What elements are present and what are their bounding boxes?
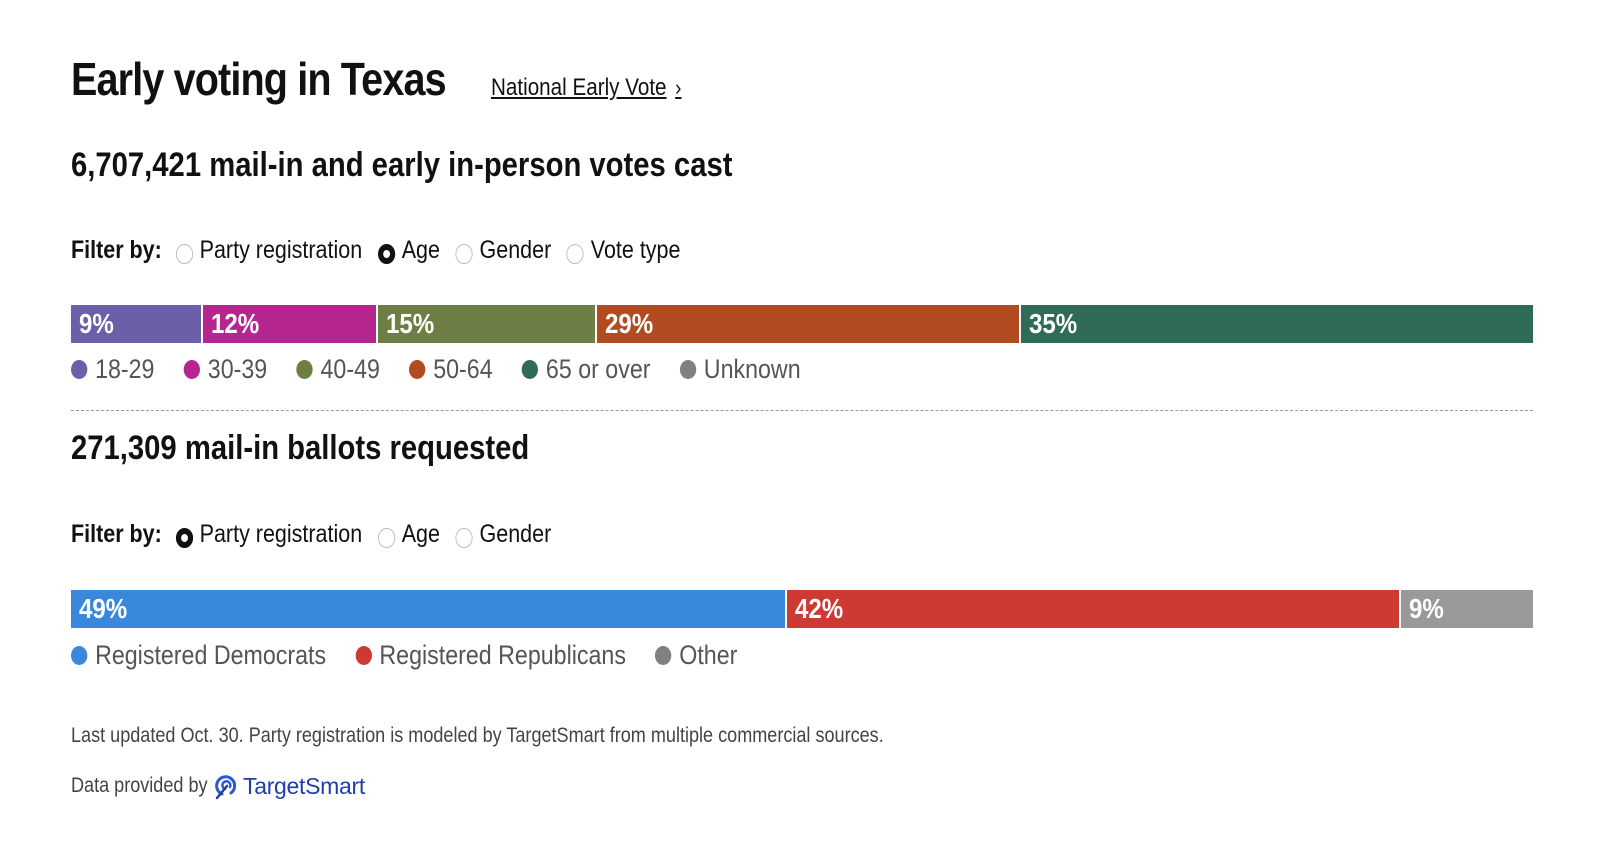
filter-option-party[interactable]: Party registration [175,236,363,265]
chevron-right-icon: › [674,75,682,100]
filter-option-label: Party registration [199,520,363,548]
bar-data-label: 12% [210,308,259,339]
legend-label: Unknown [703,354,801,384]
age-stacked-bar: 9% 12% 15% 29% 35% [71,305,1533,343]
page-title: Early voting in Texas [71,53,447,105]
filter-option-age[interactable]: Age [377,236,440,265]
bar-data-label: 29% [605,308,654,339]
legend-label: Other [679,640,738,670]
legend-item-other: Other [655,640,737,671]
targetsmart-logo-text: TargetSmart [243,772,365,799]
legend-dot [355,646,372,665]
bar-segment-50-64: 29% [597,305,1022,343]
legend-label: 30-39 [207,354,268,384]
filter-option-label: Gender [479,236,552,264]
radio-button-selected[interactable] [175,527,193,548]
filter-option-label: Age [401,236,440,264]
bar-data-label: 49% [79,593,128,624]
legend-dot [409,360,426,379]
legend-label: 50-64 [433,354,493,384]
national-early-vote-link[interactable]: National Early Vote › [491,74,681,102]
bar-segment-40-49: 15% [378,305,598,343]
ballots-requested-headline: 271,309 mail-in ballots requested [71,429,529,468]
radio-button[interactable] [455,243,473,264]
radio-button[interactable] [377,527,395,548]
bar-segment-registered-republicans: 42% [787,590,1402,628]
title-row: Early voting in Texas National Early Vot… [71,52,712,106]
filter-option-label: Gender [479,520,552,548]
legend-item-unknown: Unknown [679,354,801,385]
legend-dot [71,360,88,379]
filter-label: Filter by: [71,520,162,548]
legend-item-republicans: Registered Republicans [355,640,626,671]
legend-item-40-49: 40-49 [296,354,380,385]
section-divider [71,410,1533,411]
legend-item-30-39: 30-39 [183,354,268,385]
legend-label: 65 or over [545,354,651,384]
age-legend: 18-29 30-39 40-49 50-64 65 or over Unkno… [71,354,830,385]
targetsmart-logo-icon [215,775,237,800]
votes-cast-headline: 6,707,421 mail-in and early in-person vo… [71,146,732,185]
filter-option-party[interactable]: Party registration [175,520,363,549]
bar-segment-other: 9% [1401,590,1533,628]
bar-segment-30-39: 12% [202,305,379,343]
legend-label: Registered Democrats [95,640,327,670]
legend-dot [71,646,88,665]
legend-label: 18-29 [95,354,155,384]
filter-option-gender[interactable]: Gender [455,236,551,265]
bar-data-label: 42% [795,593,844,624]
national-early-vote-label: National Early Vote [490,74,667,101]
provided-by-label: Data provided by [71,774,208,797]
votes-cast-count: 6,707,421 [71,146,202,184]
filter-option-vote-type[interactable]: Vote type [566,236,681,265]
ballots-requested-filter: Filter by: Party registration Age Gender [71,520,567,549]
filter-option-age[interactable]: Age [377,520,440,549]
legend-item-50-64: 50-64 [409,354,493,385]
radio-button-selected[interactable] [377,243,395,264]
radio-button[interactable] [175,243,193,264]
bar-data-label: 15% [386,308,435,339]
filter-option-gender[interactable]: Gender [455,520,551,549]
filter-option-label: Age [401,520,440,548]
legend-item-democrats: Registered Democrats [71,640,326,671]
votes-cast-text: mail-in and early in-person votes cast [209,146,733,184]
filter-label: Filter by: [71,236,162,264]
ballots-requested-text: mail-in ballots requested [184,429,530,467]
footnote: Last updated Oct. 30. Party registration… [71,724,884,747]
votes-cast-filter: Filter by: Party registration Age Gender… [71,236,696,265]
data-provided-by: Data provided by TargetSmart [71,772,365,800]
bar-segment-registered-democrats: 49% [71,590,788,628]
legend-label: Registered Republicans [379,640,626,670]
legend-dot [183,360,201,379]
bar-data-label: 9% [79,308,114,339]
ballots-requested-count: 271,309 [71,429,177,467]
targetsmart-logo: TargetSmart [213,772,365,800]
bar-data-label: 9% [1409,593,1445,624]
bar-data-label: 35% [1029,308,1078,339]
legend-dot [655,646,672,665]
filter-option-label: Party registration [199,236,363,264]
party-stacked-bar: 49% 42% 9% [71,590,1533,628]
radio-button[interactable] [566,243,584,264]
bar-segment-65-or-over: 35% [1021,305,1533,343]
legend-dot [679,360,697,379]
radio-button[interactable] [455,527,473,548]
legend-dot [521,360,539,379]
legend-label: 40-49 [320,354,380,384]
bar-segment-18-29: 9% [71,305,203,343]
filter-option-label: Vote type [590,236,681,264]
party-legend: Registered Democrats Registered Republic… [71,640,767,671]
legend-item-18-29: 18-29 [71,354,154,385]
legend-dot [296,360,313,379]
legend-item-65-or-over: 65 or over [521,354,651,385]
